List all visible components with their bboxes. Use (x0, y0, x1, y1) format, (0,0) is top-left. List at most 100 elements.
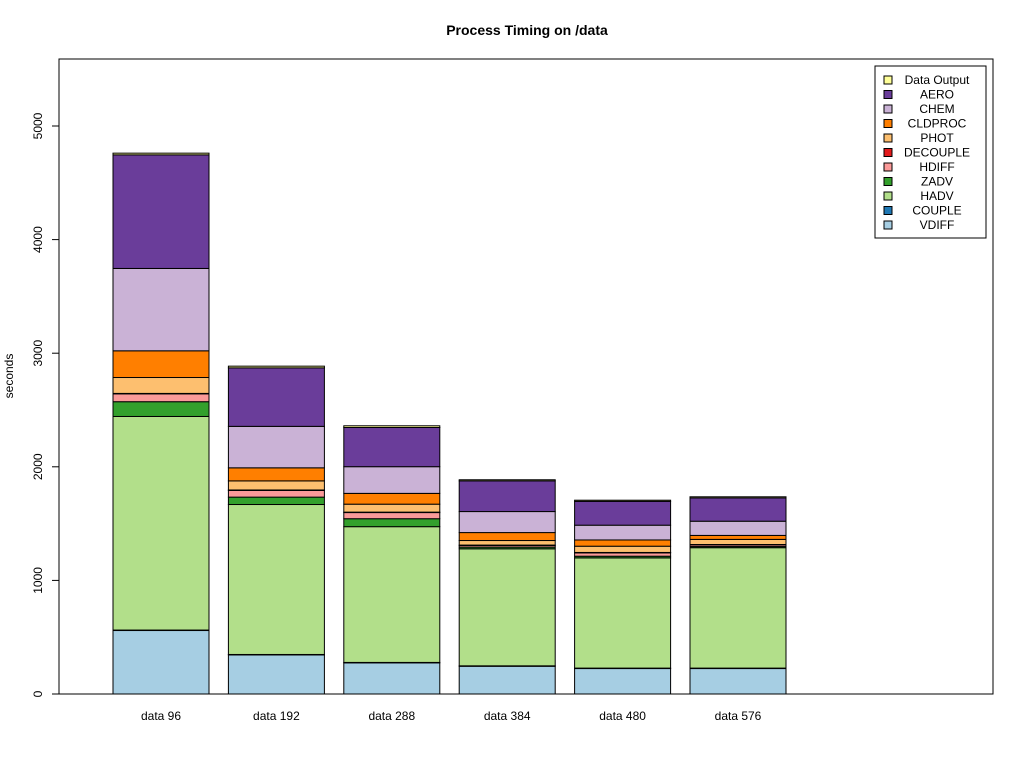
legend-swatch (883, 191, 893, 201)
legend-label: CHEM (919, 102, 954, 116)
bar-segment-chem (343, 466, 441, 494)
legend-label: COUPLE (912, 204, 961, 218)
bar-segment-aero (458, 480, 556, 513)
legend-swatch (883, 162, 893, 172)
bar-segment-cldproc (689, 534, 787, 540)
legend-label: HDIFF (919, 160, 954, 174)
y-axis-label: seconds (2, 354, 16, 399)
bar-segment-hadv (574, 557, 672, 669)
bar-segment-vdiff (227, 654, 325, 695)
bar-segment-data-output (112, 152, 210, 156)
y-tick-label: 5000 (31, 112, 45, 139)
y-axis: 0 1000 2000 3000 4000 5000 (31, 112, 60, 697)
legend-swatch (883, 75, 893, 85)
legend-label: DECOUPLE (904, 146, 970, 160)
legend-box (874, 65, 987, 239)
bar-segment-hadv (112, 415, 210, 631)
legend-label: Data Output (905, 73, 970, 87)
bar-segment-data-output (458, 479, 556, 482)
bar-segment-vdiff (689, 667, 787, 695)
bar-segment-chem (458, 511, 556, 534)
legend-item: DECOUPLE (883, 146, 970, 160)
legend-swatch (883, 148, 893, 157)
bar-segment-vdiff (574, 667, 672, 695)
bar-segment-vdiff (112, 629, 210, 695)
bar-segment-data-output (689, 496, 787, 499)
legend-item: AERO (883, 88, 954, 102)
bar-segment-aero (689, 497, 787, 522)
y-tick-label: 4000 (31, 226, 45, 253)
bar-segment-vdiff (343, 662, 441, 695)
bar-stack (689, 496, 787, 695)
y-tick-label: 3000 (31, 340, 45, 367)
legend-item: COUPLE (883, 204, 962, 218)
bar-segment-vdiff (458, 665, 556, 695)
bar-segment-hadv (343, 526, 441, 663)
legend-swatch (883, 220, 893, 230)
legend-item: HDIFF (883, 160, 955, 174)
x-tick-label: data 480 (599, 709, 646, 723)
bar-segment-zadv (112, 401, 210, 417)
bar-segment-zadv (343, 518, 441, 528)
bar-segment-phot (227, 480, 325, 491)
legend-swatch (883, 90, 893, 99)
legend-label: ZADV (921, 175, 953, 189)
bar-segment-chem (574, 524, 672, 541)
legend-item: HADV (883, 189, 954, 203)
bar-segment-aero (574, 500, 672, 526)
legend-swatch (883, 104, 893, 114)
bar-segment-phot (458, 540, 556, 546)
bar-segment-aero (227, 367, 325, 427)
bar-stack (227, 365, 325, 695)
bar-segment-hdiff (343, 511, 441, 520)
legend-swatch (883, 206, 893, 215)
y-tick-label: 0 (31, 690, 45, 697)
bar-segment-data-output (227, 365, 325, 369)
legend-swatch (883, 119, 893, 128)
legend-item: VDIFF (883, 218, 955, 232)
bars-group (112, 152, 787, 695)
bar-segment-cldproc (227, 467, 325, 482)
bar-segment-hadv (458, 548, 556, 667)
legend-item: Data Output (883, 73, 970, 87)
x-tick-label: data 192 (253, 709, 300, 723)
legend-swatch (883, 177, 893, 186)
legend-label: AERO (920, 88, 954, 102)
bar-segment-hdiff (112, 393, 210, 403)
bar-segment-cldproc (343, 492, 441, 505)
legend-label: CLDPROC (908, 117, 967, 131)
bar-segment-zadv (227, 496, 325, 506)
bar-segment-cldproc (112, 350, 210, 379)
bar-stack (458, 479, 556, 695)
y-tick-label: 1000 (31, 567, 45, 594)
legend-item: PHOT (883, 131, 954, 145)
legend-label: PHOT (920, 131, 954, 145)
bar-segment-data-output (574, 499, 672, 502)
chart-title: Process Timing on /data (446, 22, 608, 38)
bar-stack (343, 425, 441, 695)
x-tick-label: data 288 (368, 709, 415, 723)
bar-segment-cldproc (574, 539, 672, 547)
legend: Data OutputAEROCHEMCLDPROCPHOTDECOUPLEHD… (874, 65, 987, 239)
y-tick-label: 2000 (31, 453, 45, 480)
bar-stack (112, 152, 210, 695)
bar-segment-chem (227, 425, 325, 469)
legend-label: VDIFF (920, 218, 955, 232)
bar-segment-phot (343, 503, 441, 513)
bar-segment-hadv (689, 547, 787, 669)
bar-segment-phot (112, 377, 210, 394)
bar-stack (574, 499, 672, 695)
x-tick-label: data 384 (484, 709, 531, 723)
bar-segment-cldproc (458, 532, 556, 542)
bar-segment-aero (112, 154, 210, 269)
x-tick-label: data 96 (141, 709, 181, 723)
legend-label: HADV (920, 189, 953, 203)
bar-segment-chem (112, 267, 210, 352)
x-tick-label: data 576 (715, 709, 762, 723)
bar-segment-data-output (343, 425, 441, 428)
bar-segment-phot (689, 538, 787, 546)
legend-item: CHEM (883, 102, 955, 116)
bar-segment-hadv (227, 504, 325, 655)
bar-segment-phot (574, 545, 672, 553)
